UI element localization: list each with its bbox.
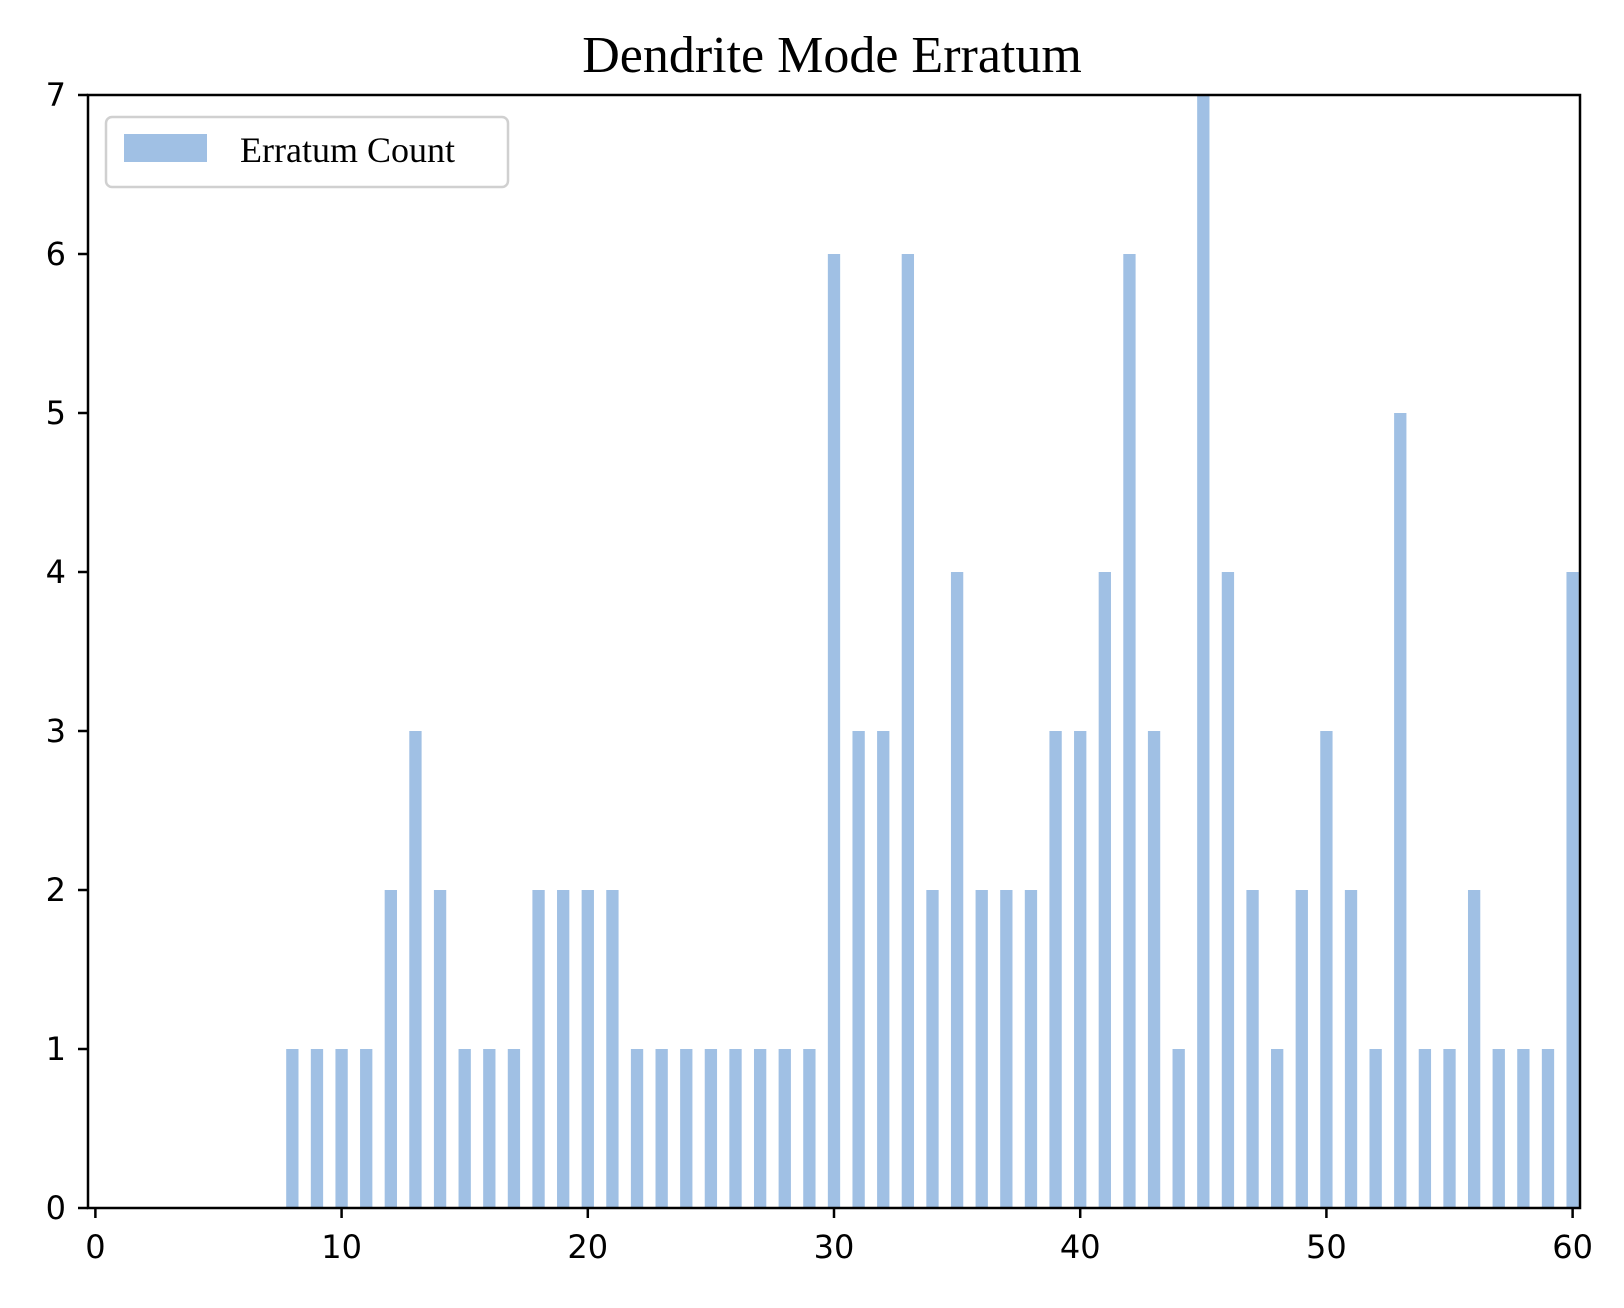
bar <box>286 1049 299 1208</box>
bar <box>1320 731 1333 1208</box>
bar <box>1197 95 1210 1208</box>
x-tick-label: 60 <box>1552 1228 1593 1266</box>
bar <box>852 731 865 1208</box>
bar <box>1024 890 1038 1208</box>
legend: Erratum Count <box>104 115 510 189</box>
bar <box>753 1049 767 1208</box>
bar <box>1147 731 1161 1208</box>
plot-frame <box>86 93 1582 1210</box>
bar <box>1098 572 1111 1208</box>
y-tick-label: 4 <box>46 553 66 591</box>
bar <box>655 1049 668 1208</box>
bar <box>1049 731 1062 1208</box>
y-tick-label: 2 <box>46 871 66 909</box>
x-tick-label: 10 <box>321 1228 362 1266</box>
bar <box>1369 1049 1382 1208</box>
bar <box>335 1049 348 1208</box>
bar <box>901 254 915 1208</box>
bar <box>729 1049 742 1208</box>
bar <box>704 1049 718 1208</box>
bar <box>1000 890 1013 1208</box>
bar <box>778 1049 791 1208</box>
x-axis-ticks: 0 10 20 30 40 50 60 <box>85 1208 1593 1266</box>
legend-swatch <box>124 134 207 162</box>
chart-title: Dendrite Mode Erratum <box>582 27 1082 84</box>
bar <box>803 1049 816 1208</box>
bar <box>1566 572 1579 1208</box>
bar <box>433 890 447 1208</box>
bar <box>360 1049 373 1208</box>
bar <box>680 1049 693 1208</box>
bar <box>458 1049 471 1208</box>
bar <box>1074 731 1087 1208</box>
bar <box>606 890 619 1208</box>
bar <box>1344 890 1358 1208</box>
y-tick-label: 1 <box>46 1030 66 1068</box>
bar <box>950 572 964 1208</box>
bar <box>581 890 594 1208</box>
bar <box>1394 413 1407 1208</box>
bar <box>827 254 841 1208</box>
bar <box>1492 1049 1505 1208</box>
bar <box>384 890 397 1208</box>
bar <box>1418 1049 1432 1208</box>
bar <box>1172 1049 1185 1208</box>
bar <box>1246 890 1259 1208</box>
y-tick-label: 7 <box>46 76 66 114</box>
bar <box>310 1049 324 1208</box>
bar <box>557 890 570 1208</box>
bars-layer <box>286 95 1579 1208</box>
bar <box>1221 572 1235 1208</box>
y-axis-ticks: 0 1 2 3 4 5 6 7 <box>46 76 88 1227</box>
x-tick-label: 30 <box>814 1228 855 1266</box>
bar <box>1123 254 1136 1208</box>
y-tick-label: 0 <box>46 1189 66 1227</box>
bar <box>926 890 939 1208</box>
y-tick-label: 5 <box>46 394 66 432</box>
bar <box>483 1049 496 1208</box>
bar <box>1541 1049 1555 1208</box>
x-tick-label: 20 <box>567 1228 608 1266</box>
y-tick-label: 6 <box>46 235 66 273</box>
bar <box>630 1049 644 1208</box>
legend-label: Erratum Count <box>240 130 455 170</box>
bar <box>507 1049 521 1208</box>
x-tick-label: 50 <box>1306 1228 1347 1266</box>
bar <box>975 890 988 1208</box>
bar <box>1443 1049 1456 1208</box>
bar <box>877 731 890 1208</box>
bar <box>1295 890 1308 1208</box>
bar <box>409 731 422 1208</box>
x-tick-label: 40 <box>1060 1228 1101 1266</box>
bar <box>1467 890 1481 1208</box>
y-tick-label: 3 <box>46 712 66 750</box>
bar <box>1517 1049 1530 1208</box>
bar <box>532 890 545 1208</box>
x-tick-label: 0 <box>85 1228 105 1266</box>
bar <box>1271 1049 1284 1208</box>
